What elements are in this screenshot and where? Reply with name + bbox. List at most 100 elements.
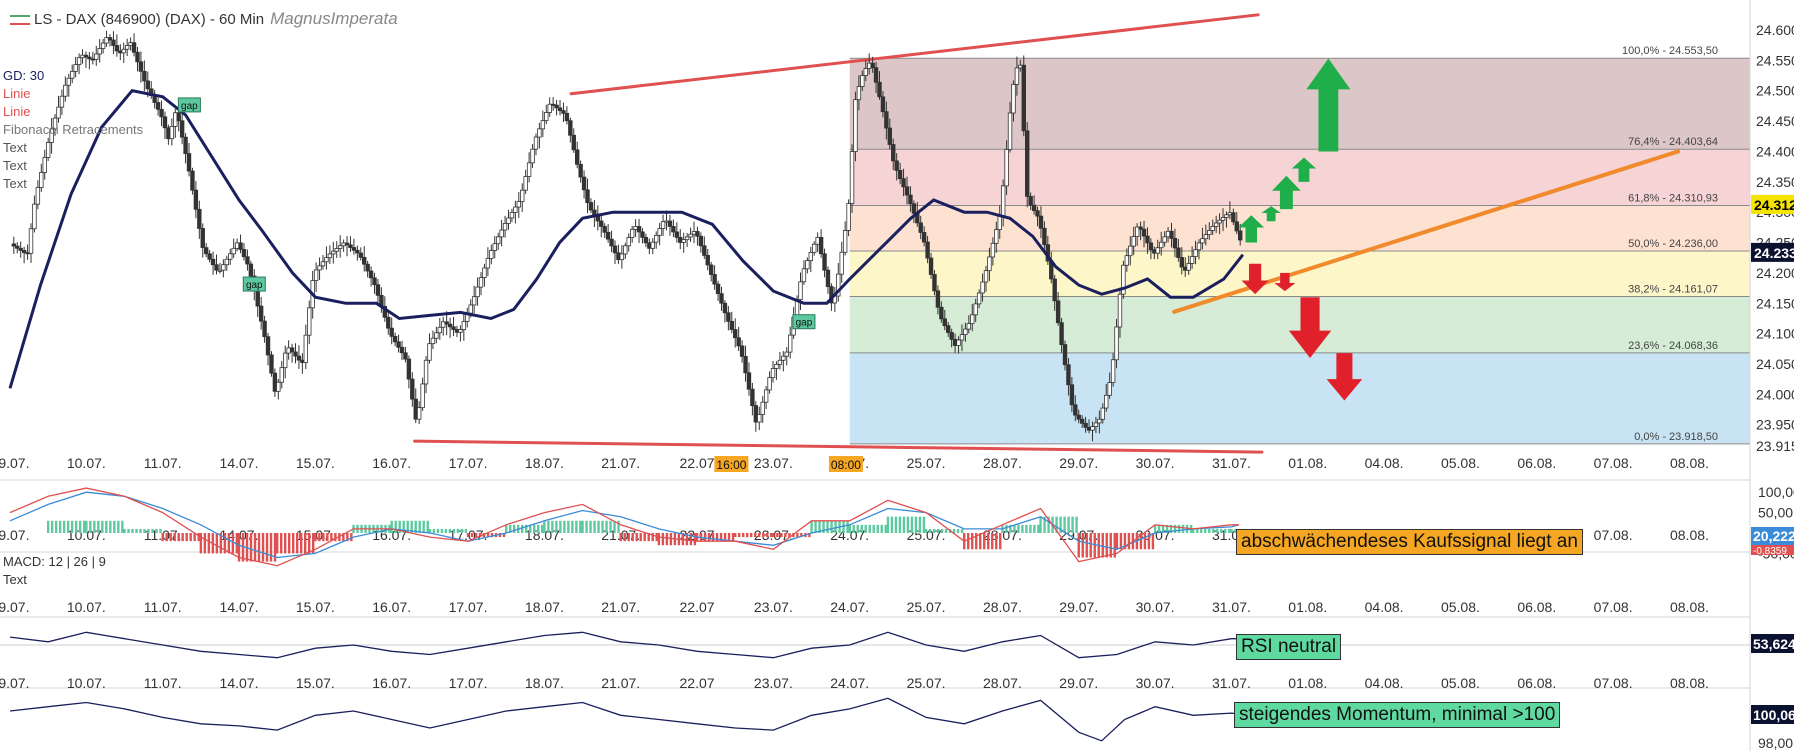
candle-body: [1011, 83, 1016, 114]
gap-marker: [177, 97, 201, 113]
fib-level-label: 61,8% - 24.310,93: [1628, 193, 1718, 205]
price-tick-label: 24.150: [1756, 295, 1794, 311]
candle-body: [695, 231, 700, 237]
candle-body: [571, 134, 576, 151]
indicator-text-label[interactable]: Text: [3, 158, 27, 173]
date-tick-label: 16.07.: [372, 599, 411, 615]
price-axis[interactable]: 24.600 24.550 24.500 24.450 24.400 24.350 24.3…: [1751, 22, 1794, 454]
momentum-note: steigendes Momentum, minimal >100: [1234, 702, 1561, 728]
fibonacci-zones: [849, 57, 1750, 445]
macd-label[interactable]: MACD: 12 | 26 | 9: [3, 554, 106, 569]
moving-average: [8, 89, 1245, 389]
candle-body: [911, 203, 917, 214]
candle-body: [825, 269, 831, 287]
candle-body: [581, 176, 587, 191]
candle-body: [650, 241, 655, 249]
indicator-text-label[interactable]: Text: [3, 140, 27, 155]
candle-body: [1224, 214, 1229, 218]
candle-body: [35, 187, 41, 205]
candle-body: [1238, 230, 1243, 241]
candle-body: [561, 110, 566, 114]
candle-body: [822, 253, 827, 271]
candle-body: [368, 270, 374, 279]
candle-body: [362, 256, 367, 265]
candle-body: [702, 245, 707, 256]
candle-body: [1117, 293, 1123, 328]
current-price-badge: [1751, 194, 1794, 214]
macd-text-label: Text: [3, 572, 27, 587]
candle-body: [423, 359, 429, 385]
candle-body: [781, 355, 786, 361]
date-tick-label: 29.07.: [1059, 675, 1098, 691]
candle-body: [537, 128, 542, 138]
grid: [0, 0, 1751, 751]
candle-body: [605, 231, 611, 240]
candle-body: [444, 321, 449, 325]
date-tick-label: 01.08.: [1288, 599, 1327, 615]
candle-body: [327, 253, 333, 259]
indicator-line-label[interactable]: Linie: [3, 86, 31, 101]
price-tick-label: 24.400: [1756, 143, 1794, 159]
candle-body: [1059, 322, 1064, 345]
date-tick-label: 17.07.: [449, 455, 488, 471]
candle-body: [1203, 234, 1209, 240]
candle-body: [28, 228, 34, 254]
candle-body: [619, 253, 625, 261]
date-tick-label: 08.08.: [1670, 675, 1709, 691]
candle-body: [97, 48, 102, 55]
candle-body: [894, 160, 899, 171]
fib-level-label: 23,6% - 24.068,36: [1628, 340, 1718, 352]
candle-body: [609, 238, 614, 247]
candle-body: [787, 334, 793, 353]
indicator-fibonacci-label[interactable]: Fibonacci Retracements: [3, 122, 144, 137]
candle-body: [774, 363, 779, 369]
candle-body: [533, 136, 539, 150]
date-tick-label: 31.07.: [1212, 599, 1251, 615]
trendline-upper[interactable]: [569, 13, 1260, 96]
candle-body: [901, 178, 906, 188]
candle-body: [502, 223, 508, 231]
fib-level-label: 76,4% - 24.403,64: [1628, 136, 1718, 148]
candle-body: [1025, 130, 1030, 197]
candle-body: [1100, 407, 1105, 420]
date-tick-label: 25.07.: [907, 675, 946, 691]
rsi-panel[interactable]: 53,624: [0, 631, 1794, 659]
candle-body: [904, 186, 910, 196]
date-tick-label: 08.08.: [1670, 599, 1709, 615]
date-tick-label: 15.07.: [296, 675, 335, 691]
momentum-panel[interactable]: 100,06 98,00: [9, 697, 1794, 751]
candle-body: [1104, 394, 1109, 409]
date-tick-label: 18.07.: [525, 455, 564, 471]
candle-body: [509, 212, 515, 219]
watermark: MagnusImperata: [270, 9, 398, 28]
candle-body: [262, 320, 267, 338]
indicator-ma-label[interactable]: GD: 30: [3, 68, 45, 83]
candle-body: [1189, 256, 1195, 264]
candle-body: [1176, 247, 1181, 258]
candle-body: [777, 359, 783, 365]
candle-body: [1213, 222, 1219, 227]
candle-body: [636, 226, 642, 233]
candle-body: [588, 202, 594, 211]
date-tick-label: 09.07.: [0, 527, 29, 543]
indicator-line-label[interactable]: Linie: [3, 104, 31, 119]
trendline-lower[interactable]: [413, 439, 1264, 454]
candle-body: [1179, 257, 1185, 268]
price-tick-label: 24.500: [1756, 83, 1794, 99]
date-tick-label: 16.07.: [372, 675, 411, 691]
candle-body: [1000, 185, 1006, 217]
date-tick-label: 06.08.: [1517, 599, 1556, 615]
momentum-value-label: 100,06: [1753, 707, 1794, 723]
chart-header[interactable]: LS - DAX (846900) (DAX) - 60 Min MagnusIm…: [10, 9, 398, 29]
indicator-text-label[interactable]: Text: [3, 176, 27, 191]
macd-line: [9, 487, 1240, 567]
date-tick-label: 17.07.: [449, 599, 488, 615]
date-tick-label: 09.07.: [0, 455, 29, 471]
candle-body: [15, 245, 20, 249]
candle-body: [258, 305, 264, 322]
arrow-down-icon: [1326, 353, 1363, 401]
candle-body: [602, 226, 607, 233]
fibonacci-labels: 100,0% - 24.553,50 76,4% - 24.403,64 61,8%…: [1622, 45, 1718, 443]
